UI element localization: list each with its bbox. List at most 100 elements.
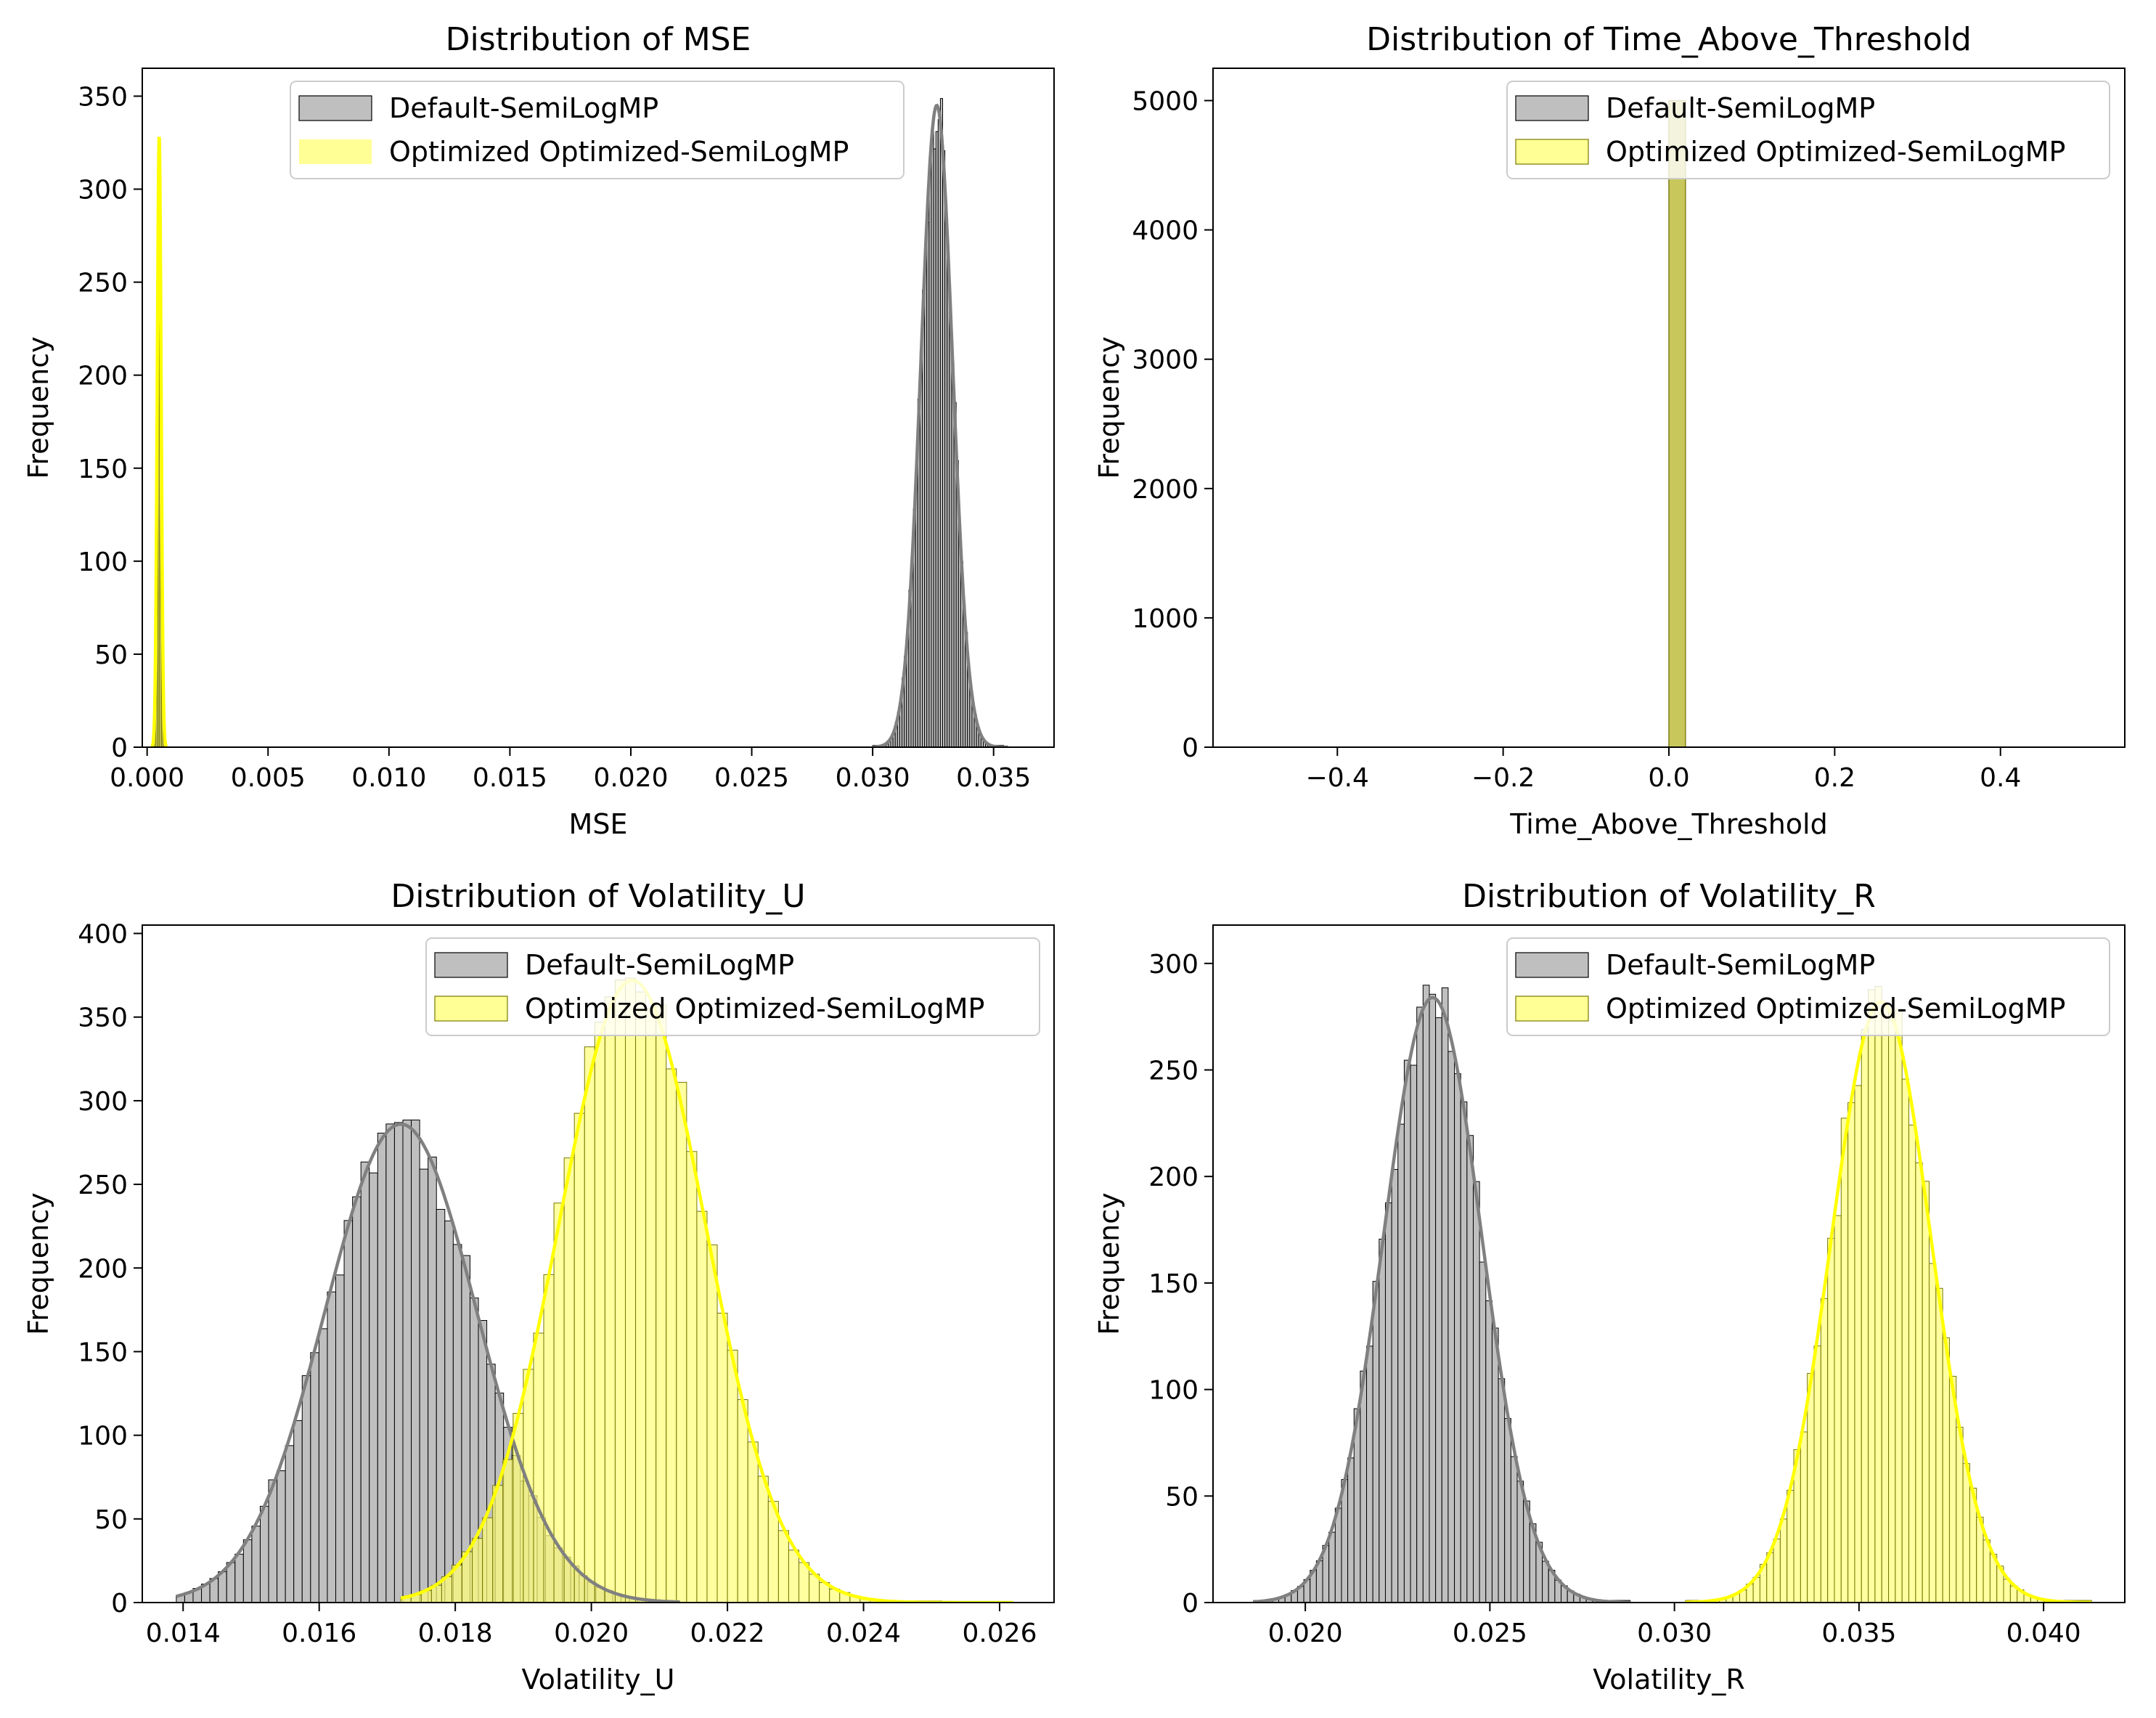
histogram-bar — [369, 1172, 378, 1603]
histogram-bar — [1962, 1463, 1970, 1603]
x-tick-label: 0.000 — [110, 763, 184, 793]
legend-label: Optimized Optimized-SemiLogMP — [525, 993, 984, 1025]
chart-title: Distribution of Time_Above_Threshold — [1366, 21, 1972, 58]
histogram-bar — [1868, 989, 1876, 1603]
histogram-bar — [1800, 1431, 1808, 1603]
histogram-bar — [335, 1274, 345, 1603]
histogram-bar — [1820, 1298, 1829, 1603]
x-tick-label: 0.035 — [956, 763, 1031, 793]
series-default-bars — [872, 98, 1004, 747]
legend-label: Optimized Optimized-SemiLogMP — [1606, 136, 2065, 168]
histogram-bar — [343, 1220, 354, 1603]
histogram-bar — [436, 1208, 446, 1603]
histogram-bar — [1956, 1427, 1964, 1603]
legend-label: Optimized Optimized-SemiLogMP — [1606, 993, 2065, 1025]
histogram-bar — [402, 1119, 412, 1603]
histogram-bar — [293, 1420, 303, 1603]
histogram-bar — [1888, 1018, 1896, 1603]
series-optimized-bars — [1685, 985, 2092, 1603]
x-tick-label: 0.025 — [714, 763, 789, 793]
histogram-bar — [584, 1046, 595, 1603]
histogram-bar — [533, 1332, 544, 1603]
histogram-bar — [1510, 1456, 1518, 1603]
histogram-bar — [1516, 1481, 1524, 1603]
histogram-bar — [393, 1122, 404, 1603]
x-tick-label: 0.022 — [690, 1619, 765, 1648]
x-tick-label: −0.4 — [1306, 763, 1369, 793]
histogram-bar — [604, 996, 616, 1603]
kde-curve-default — [176, 1122, 680, 1603]
histogram-bar — [1773, 1538, 1781, 1603]
y-axis-label: Frequency — [1093, 336, 1125, 479]
histogram-bar — [1827, 1237, 1835, 1603]
histogram-bar — [686, 1151, 698, 1603]
histogram-bar — [716, 1312, 728, 1603]
histogram-bar — [656, 1004, 667, 1603]
histogram-bar — [1341, 1479, 1349, 1603]
histogram-bar — [666, 1068, 677, 1603]
y-tick-label: 150 — [78, 455, 128, 484]
y-tick-label: 350 — [78, 82, 128, 112]
histogram-bar — [1542, 1560, 1549, 1603]
legend-swatch — [434, 996, 508, 1022]
legend-box — [1506, 81, 2110, 179]
histogram-bar — [563, 1157, 575, 1603]
x-tick-label: 0.025 — [1453, 1619, 1527, 1648]
legend: Default-SemiLogMP Optimized Optimized-Sem… — [1506, 81, 2110, 179]
y-tick-label: 100 — [1148, 1376, 1199, 1406]
histogram-bar — [1366, 1346, 1373, 1603]
y-tick-label: 150 — [78, 1338, 128, 1367]
histogram-bar — [482, 1517, 494, 1603]
chart-panel-3: 0.014 0.016 0.018 0.020 0.022 0.024 0.026 0 50 10… — [23, 878, 1055, 1695]
x-tick-label: 0.030 — [836, 763, 910, 793]
x-tick-label: 0.016 — [282, 1619, 356, 1648]
x-tick-label: 0.014 — [146, 1619, 221, 1648]
histogram-bar — [444, 1220, 454, 1603]
y-tick-label: 300 — [78, 1087, 128, 1117]
kde-curve-default — [872, 103, 1008, 747]
x-tick-label: −0.2 — [1471, 763, 1535, 793]
histogram-bar — [1847, 1102, 1855, 1603]
y-tick-label: 50 — [1165, 1482, 1199, 1512]
series-optimized-bars — [1668, 99, 1686, 747]
x-tick-label: 0.020 — [1268, 1619, 1343, 1648]
histogram-bar — [385, 1123, 395, 1603]
legend-box — [1506, 937, 2110, 1036]
chart-panel-4: 0.020 0.025 0.030 0.035 0.040 0 50 100 150 200 250… — [1093, 878, 2126, 1695]
y-tick-label: 250 — [78, 269, 128, 298]
histogram-bar — [1435, 1017, 1442, 1603]
histogram-bar — [1807, 1372, 1815, 1603]
chart-title: Distribution of Volatility_R — [1462, 878, 1876, 915]
y-tick-label: 250 — [1148, 1057, 1199, 1086]
histogram-bar — [327, 1291, 337, 1603]
histogram-bar — [1454, 1073, 1461, 1603]
x-tick-label: 0.020 — [554, 1619, 629, 1648]
histogram-bar — [777, 1530, 789, 1603]
histogram-bar — [624, 977, 637, 1603]
histogram-bar — [1447, 1051, 1455, 1603]
y-axis-label: Frequency — [23, 1192, 54, 1335]
histogram-bar — [1942, 1337, 1950, 1603]
y-tick-label: 200 — [78, 362, 128, 391]
x-tick-label: 0.0 — [1648, 763, 1689, 793]
histogram-bar — [737, 1399, 748, 1603]
legend-swatch — [1515, 996, 1589, 1022]
histogram-bar — [502, 1459, 514, 1603]
chart-panel-1: 0.000 0.005 0.010 0.015 0.020 0.025 0.030 0.035… — [23, 21, 1055, 840]
histogram-bar — [1504, 1417, 1511, 1603]
histogram-bar — [285, 1445, 295, 1603]
histogram-bar — [788, 1550, 800, 1603]
x-axis-label: Volatility_R — [1593, 1664, 1745, 1695]
histogram-bar — [318, 1328, 328, 1603]
y-axis-label: Frequency — [23, 336, 54, 479]
x-tick-label: 0.010 — [351, 763, 426, 793]
plot-area — [150, 98, 1008, 747]
histogram-bar — [1779, 1518, 1788, 1603]
histogram-bar — [472, 1538, 483, 1603]
histogram-bar — [1334, 1507, 1342, 1603]
chart-title: Distribution of MSE — [446, 21, 751, 58]
chart-panel-2: −0.4 −0.2 0.0 0.2 0.4 0 1000 2000 3000 4000 5000 Di… — [1093, 21, 2126, 840]
histogram-bar — [1874, 985, 1882, 1603]
histogram-bar — [1901, 1078, 1910, 1603]
